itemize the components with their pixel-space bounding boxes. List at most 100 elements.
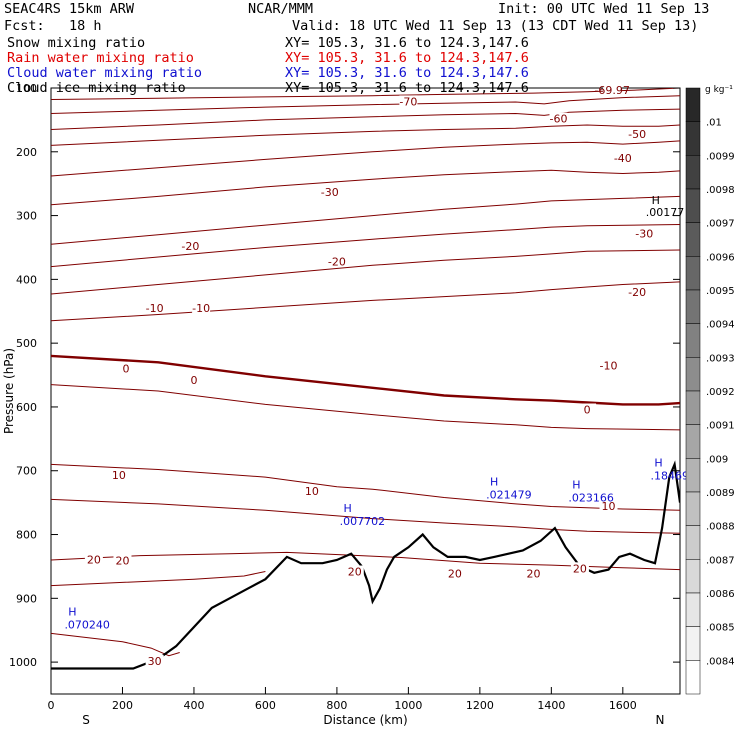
colorbar-label: .0096 — [706, 252, 735, 263]
colorbar-label: .01 — [706, 118, 722, 129]
plot-frame — [50, 87, 681, 695]
contour-label-bg — [145, 654, 164, 666]
colorbar-label: .009 — [706, 454, 728, 465]
colorbar-swatch — [685, 188, 701, 223]
colorbar-swatch — [685, 491, 701, 526]
field-rain-xy: XY= 105.3, 31.6 to 124.3,147.6 — [285, 50, 529, 66]
contour-label-bg — [635, 227, 654, 239]
colorbar-swatch — [685, 559, 701, 594]
x-tick-label: 1200 — [466, 699, 494, 712]
y-tick-label: 1000 — [9, 656, 37, 669]
contour-label-bg — [399, 95, 418, 107]
x-tick-label: 0 — [48, 699, 55, 712]
colorbar-label: .0097 — [706, 219, 735, 230]
colorbar-swatch — [685, 289, 701, 324]
contour-label: -10 — [146, 302, 164, 315]
contour-label: -30 — [321, 186, 339, 199]
colorbar-swatch — [685, 256, 701, 291]
x-tick-label: 1600 — [609, 699, 637, 712]
contour-label: 10 — [112, 469, 126, 482]
x-axis-title: Distance (km) — [323, 713, 407, 727]
colorbar-label: .0089 — [706, 488, 735, 499]
contour-label: -20 — [181, 240, 199, 253]
y-tick-label: 200 — [16, 146, 37, 159]
contour-label-bg — [603, 83, 622, 95]
colorbar-swatch — [685, 626, 701, 661]
y-axis-title: Pressure (hPa) — [2, 348, 16, 434]
contour-label: -50 — [628, 128, 646, 141]
contour-label: -70 — [399, 95, 417, 108]
cloud-max-value: .021479 — [486, 488, 531, 501]
contour-label-bg — [445, 567, 464, 579]
x-tick-label: 600 — [255, 699, 276, 712]
colorbar-swatch — [685, 424, 701, 459]
temperature-contour — [51, 498, 680, 534]
temperature-contour — [51, 463, 680, 511]
contour-label-bg — [628, 286, 647, 298]
colorbar-swatch — [685, 121, 701, 156]
temperature-contour — [51, 249, 680, 295]
colorbar-swatch — [685, 660, 701, 695]
valid-time: Valid: 18 UTC Wed 11 Sep 13 (13 CDT Wed … — [292, 18, 699, 34]
field-snow-name: Snow mixing ratio — [7, 35, 146, 51]
contour-label: 10 — [305, 485, 319, 498]
temperature-contour — [51, 88, 680, 100]
temperature-contour — [51, 632, 180, 657]
x-tick-label: 1000 — [394, 699, 422, 712]
contour-label: 20 — [448, 567, 462, 580]
temperature-contour — [51, 124, 680, 146]
colorbar-label: .0092 — [706, 387, 735, 398]
y-tick-label: 800 — [16, 529, 37, 542]
colorbar-label: .0094 — [706, 320, 735, 331]
init-time: Init: 00 UTC Wed 11 Sep 13 — [498, 1, 710, 17]
contour-label-bg — [327, 255, 346, 267]
contour-label: 20 — [348, 566, 362, 579]
contour-label: 30 — [148, 655, 162, 668]
contour-label: 0 — [190, 374, 197, 387]
colorbar-label: .0084 — [706, 656, 735, 667]
forecast-hour: Fcst: 18 h — [4, 18, 102, 34]
colorbar-label: .0099 — [706, 151, 735, 162]
contour-label-bg — [145, 302, 164, 314]
contour-label-bg — [613, 152, 632, 164]
temperature-contour — [51, 140, 680, 177]
x-end-label-south: S — [82, 713, 90, 727]
cloud-max-marker: H — [68, 606, 76, 619]
contour-label-bg — [302, 485, 321, 497]
contour-label: 20 — [526, 567, 540, 580]
colorbar-swatch — [685, 390, 701, 425]
y-tick-label: 700 — [16, 465, 37, 478]
cloud-max-value: .007702 — [340, 515, 386, 528]
x-tick-label: 200 — [112, 699, 133, 712]
y-tick-label: 100 — [16, 82, 37, 95]
field-cloudwater-name: Cloud water mixing ratio — [7, 65, 203, 81]
contour-label: 0 — [123, 363, 130, 376]
organization-label: NCAR/MMM — [248, 1, 314, 17]
colorbar-swatch — [685, 87, 701, 122]
model-title: SEAC4RS 15km ARW — [4, 1, 135, 17]
cloud-max-marker: H — [343, 502, 351, 515]
contour-label: -30 — [635, 227, 653, 240]
contour-label: 0 — [584, 403, 591, 416]
y-tick-label: 900 — [16, 592, 37, 605]
contour-label: 10 — [602, 500, 616, 513]
y-tick-label: 500 — [16, 337, 37, 350]
temperature-contour — [51, 224, 680, 268]
cloud-max-value: .070240 — [64, 619, 110, 632]
cloud-max-value: .18469 — [651, 469, 690, 482]
temperature-contour — [51, 169, 680, 206]
contour-label-bg — [184, 374, 203, 386]
field-cloudwater-xy: XY= 105.3, 31.6 to 124.3,147.6 — [285, 65, 529, 81]
contour-label-bg — [570, 562, 589, 574]
x-end-label-north: N — [656, 713, 665, 727]
temperature-contour — [51, 195, 680, 245]
temperature-contour — [51, 384, 680, 431]
contour-label: 20 — [573, 562, 587, 575]
field-snow-xy: XY= 105.3, 31.6 to 124.3,147.6 — [285, 35, 529, 51]
terrain-line — [51, 460, 680, 670]
contour-label-bg — [84, 553, 103, 565]
colorbar-label: .0093 — [706, 353, 735, 364]
contour-label: 20 — [87, 553, 101, 566]
contour-label-bg — [320, 185, 339, 197]
temperature-contour — [51, 354, 680, 406]
